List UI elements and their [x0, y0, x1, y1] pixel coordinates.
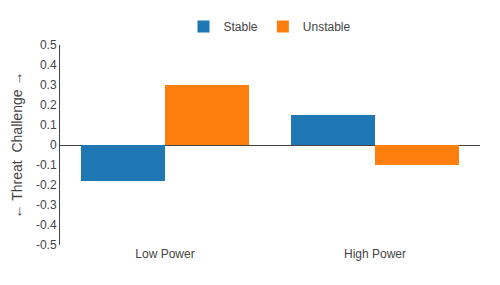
svg-text:0.4: 0.4	[40, 58, 57, 72]
svg-text:0: 0	[50, 138, 57, 152]
svg-text:← Threat Challenge →: ← Threat Challenge →	[9, 72, 25, 219]
svg-text:0.1: 0.1	[40, 118, 57, 132]
svg-text:-0.1: -0.1	[36, 158, 57, 172]
svg-text:Stable: Stable	[224, 20, 258, 34]
svg-text:High Power: High Power	[344, 247, 406, 261]
svg-text:0.2: 0.2	[40, 98, 57, 112]
svg-text:-0.2: -0.2	[36, 178, 57, 192]
svg-text:0.5: 0.5	[40, 38, 57, 52]
svg-text:Unstable: Unstable	[303, 20, 351, 34]
svg-text:-0.4: -0.4	[36, 218, 57, 232]
svg-text:-0.3: -0.3	[36, 198, 57, 212]
svg-text:Low Power: Low Power	[135, 247, 194, 261]
svg-text:0.3: 0.3	[40, 78, 57, 92]
svg-text:-0.5: -0.5	[36, 238, 57, 252]
